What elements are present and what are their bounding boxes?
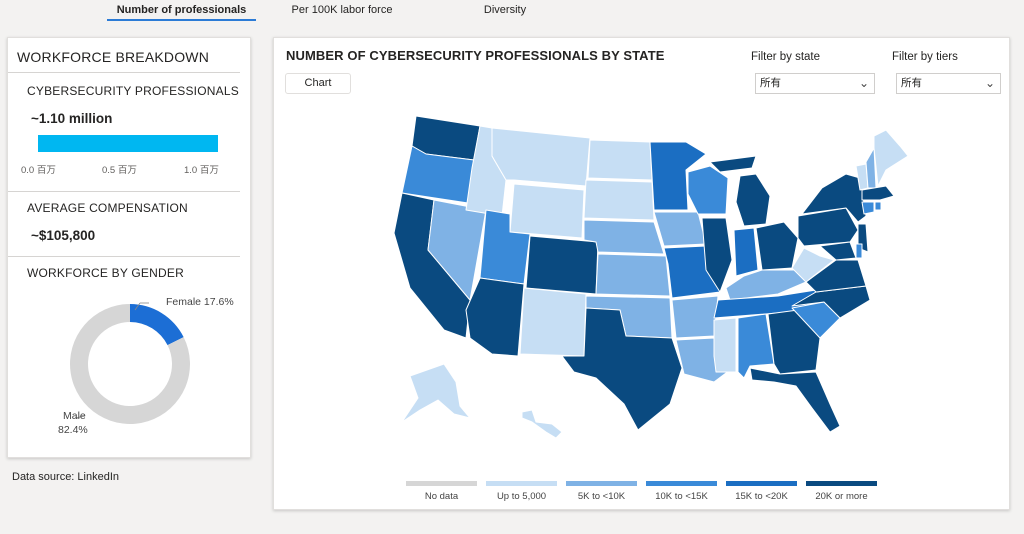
tab-diversity[interactable]: Diversity <box>483 4 527 16</box>
axis-tick: 0.5 百万 <box>102 165 137 176</box>
state-michigan[interactable] <box>735 173 771 227</box>
compensation-value: ~$105,800 <box>31 228 96 243</box>
male-percent: 82.4% <box>58 424 88 436</box>
compensation-title: AVERAGE COMPENSATION <box>27 201 188 215</box>
state-indiana[interactable] <box>733 227 759 277</box>
state-nebraska[interactable] <box>583 219 665 255</box>
chart-button[interactable]: Chart <box>285 73 351 94</box>
legend-label: 15K to <20K <box>735 491 788 502</box>
state-kansas[interactable] <box>595 253 671 297</box>
state-alabama[interactable] <box>737 313 775 379</box>
donut-slice-female[interactable] <box>130 304 184 346</box>
legend-swatch <box>486 481 557 486</box>
legend-swatch <box>566 481 637 486</box>
chevron-down-icon: ⌄ <box>858 76 869 90</box>
tab-number-of-professionals[interactable]: Number of professionals <box>116 4 247 16</box>
state-mississippi[interactable] <box>713 317 737 373</box>
male-label: Male <box>63 410 86 422</box>
filter-state-label: Filter by state <box>751 51 821 63</box>
female-label: Female 17.6% <box>166 296 234 308</box>
workforce-breakdown-card: WORKFORCE BREAKDOWN CYBERSECURITY PROFES… <box>7 37 251 458</box>
state-michigan-upper[interactable] <box>709 155 757 173</box>
female-leader-line <box>134 302 141 311</box>
chevron-down-icon: ⌄ <box>984 76 995 90</box>
state-rhode-island[interactable] <box>874 201 882 211</box>
state-arkansas[interactable] <box>671 295 719 339</box>
state-wyoming[interactable] <box>509 183 585 239</box>
legend-label: 5K to <10K <box>577 491 626 502</box>
axis-tick: 0.0 百万 <box>21 165 56 176</box>
divider <box>8 256 240 257</box>
active-tab-indicator <box>107 19 256 21</box>
state-wisconsin[interactable] <box>687 165 729 215</box>
state-illinois[interactable] <box>701 217 733 293</box>
legend-label: Up to 5,000 <box>496 491 547 502</box>
professionals-value: ~1.10 million <box>31 111 113 126</box>
gender-title: WORKFORCE BY GENDER <box>27 266 184 280</box>
divider <box>8 72 240 73</box>
state-new-mexico[interactable] <box>519 287 587 357</box>
filter-tiers-value: 所有 <box>901 77 922 89</box>
state-hawaii[interactable] <box>521 409 563 439</box>
professionals-title: CYBERSECURITY PROFESSIONALS <box>27 84 239 98</box>
axis-tick: 1.0 百万 <box>184 165 219 176</box>
map-card: NUMBER OF CYBERSECURITY PROFESSIONALS BY… <box>273 37 1010 510</box>
filter-tiers-select[interactable]: 所有 ⌄ <box>896 73 1001 94</box>
legend-item-no-data: No data <box>406 481 477 502</box>
male-leader-line <box>74 415 86 419</box>
legend-item-5k-to-10k: 5K to <10K <box>566 481 637 502</box>
filter-state-value: 所有 <box>760 77 781 89</box>
legend-item-20k-or-more: 20K or more <box>806 481 877 502</box>
workforce-breakdown-title: WORKFORCE BREAKDOWN <box>17 49 210 65</box>
professionals-bar[interactable] <box>38 135 218 152</box>
tab-per-100k-labor-force[interactable]: Per 100K labor force <box>291 4 393 16</box>
legend-swatch <box>646 481 717 486</box>
state-colorado[interactable] <box>525 235 599 295</box>
state-ohio[interactable] <box>755 221 799 271</box>
legend-label: 20K or more <box>815 491 868 502</box>
legend-item-15k-to-20k: 15K to <20K <box>726 481 797 502</box>
divider <box>8 191 240 192</box>
state-texas[interactable] <box>561 307 683 431</box>
state-alaska[interactable] <box>401 363 471 423</box>
gender-donut-chart <box>69 302 190 424</box>
state-arizona[interactable] <box>465 277 525 357</box>
state-virginia[interactable] <box>805 259 867 293</box>
legend-item-up-to-5000: Up to 5,000 <box>486 481 557 502</box>
legend-label: No data <box>424 491 459 502</box>
map-title: NUMBER OF CYBERSECURITY PROFESSIONALS BY… <box>286 48 665 63</box>
donut-slice-male[interactable] <box>69 304 190 424</box>
state-south-dakota[interactable] <box>583 179 655 221</box>
us-state-map <box>393 115 909 439</box>
legend-item-10k-to-15k: 10K to <15K <box>646 481 717 502</box>
state-north-dakota[interactable] <box>587 139 653 181</box>
data-source: Data source: LinkedIn <box>12 471 120 483</box>
state-west-virginia[interactable] <box>791 247 835 283</box>
state-minnesota[interactable] <box>649 141 707 211</box>
filter-state-select[interactable]: 所有 ⌄ <box>755 73 875 94</box>
legend-swatch <box>726 481 797 486</box>
state-delaware[interactable] <box>855 243 863 259</box>
filter-tiers-label: Filter by tiers <box>892 51 958 63</box>
state-iowa[interactable] <box>653 211 707 247</box>
legend-swatch <box>406 481 477 486</box>
state-montana[interactable] <box>491 127 591 187</box>
legend-label: 10K to <15K <box>655 491 708 502</box>
state-connecticut[interactable] <box>861 201 875 215</box>
state-maine[interactable] <box>873 129 909 187</box>
report-tabs: Number of professionals Per 100K labor f… <box>0 0 1024 22</box>
legend-swatch <box>806 481 877 486</box>
state-massachusetts[interactable] <box>861 185 895 201</box>
state-florida[interactable] <box>749 367 841 433</box>
